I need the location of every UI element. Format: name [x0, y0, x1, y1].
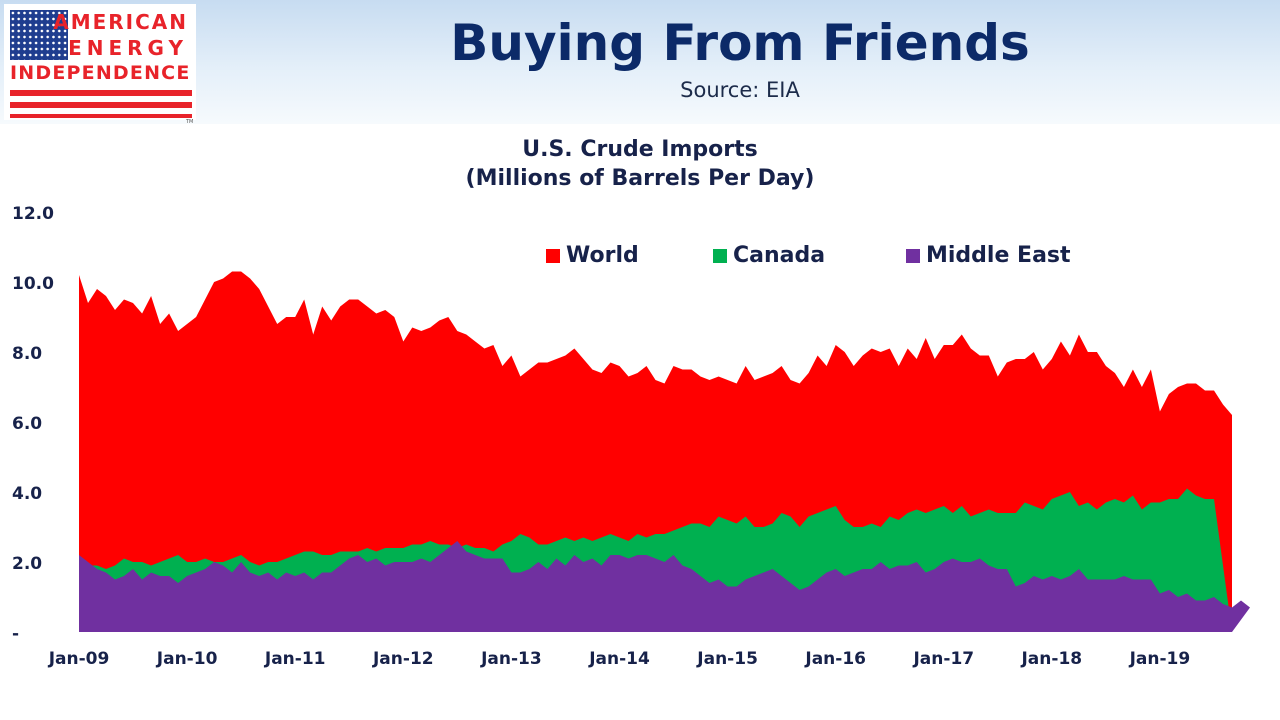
legend-item-middle-east: Middle East — [906, 243, 1071, 268]
legend-item-canada: Canada — [713, 243, 825, 268]
legend-item-world: World — [546, 243, 639, 268]
logo-stripe — [10, 90, 192, 96]
y-tick-label: - — [12, 624, 19, 644]
logo-stripe — [10, 114, 192, 118]
x-tick-label: Jan-17 — [912, 649, 974, 669]
y-tick-label: 6.0 — [12, 414, 42, 434]
page-title: Buying From Friends — [450, 14, 1030, 72]
x-tick-label: Jan-16 — [804, 649, 866, 669]
logo-stripe — [10, 102, 192, 108]
x-tick-label: Jan-15 — [696, 649, 758, 669]
x-tick-label: Jan-12 — [372, 649, 434, 669]
y-tick-label: 10.0 — [12, 274, 54, 294]
x-tick-label: Jan-11 — [264, 649, 326, 669]
y-tick-label: 12.0 — [12, 204, 54, 224]
x-tick-label: Jan-14 — [588, 649, 650, 669]
chart-title: U.S. Crude Imports — [522, 137, 758, 162]
logo-line-2: ENERGY — [68, 36, 188, 60]
x-tick-label: Jan-19 — [1129, 649, 1191, 669]
x-tick-label: Jan-09 — [48, 649, 110, 669]
legend-label: World — [566, 243, 639, 268]
y-tick-label: 2.0 — [12, 554, 42, 574]
logo-line-3: INDEPENDENCE — [10, 62, 191, 84]
x-tick-label: Jan-18 — [1020, 649, 1082, 669]
header-banner: AMERICAN ENERGY INDEPENDENCE TM Buying F… — [0, 0, 1280, 125]
legend-label: Canada — [733, 243, 826, 268]
chart-subtitle: (Millions of Barrels Per Day) — [465, 166, 815, 191]
us-flag-icon — [10, 10, 68, 60]
series-area-middle-east — [79, 541, 1250, 632]
trademark-mark: TM — [186, 119, 194, 125]
american-energy-independence-logo: AMERICAN ENERGY INDEPENDENCE TM — [4, 4, 196, 125]
y-tick-label: 4.0 — [12, 484, 42, 504]
legend-swatch — [906, 248, 920, 263]
x-tick-label: Jan-13 — [480, 649, 542, 669]
x-tick-label: Jan-10 — [156, 649, 218, 669]
y-tick-label: 8.0 — [12, 344, 42, 364]
legend-swatch — [546, 248, 560, 263]
source-note: Source: EIA — [680, 78, 800, 102]
legend-label: Middle East — [926, 243, 1071, 268]
logo-line-1: AMERICAN — [53, 10, 188, 34]
legend-swatch — [713, 248, 727, 263]
